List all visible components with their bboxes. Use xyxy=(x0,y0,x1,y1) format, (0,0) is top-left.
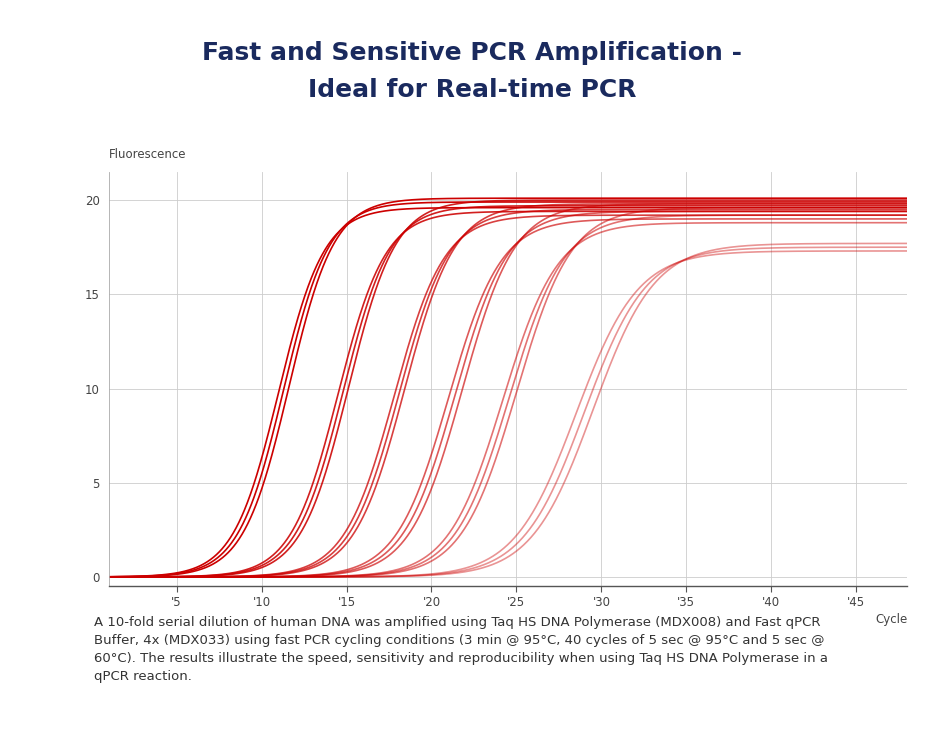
Text: Fast and Sensitive PCR Amplification -: Fast and Sensitive PCR Amplification - xyxy=(202,41,742,65)
Text: Fluorescence: Fluorescence xyxy=(109,149,186,161)
Text: Ideal for Real-time PCR: Ideal for Real-time PCR xyxy=(308,78,636,102)
Text: A 10-fold serial dilution of human DNA was amplified using Taq HS DNA Polymerase: A 10-fold serial dilution of human DNA w… xyxy=(94,616,828,684)
Text: Cycle: Cycle xyxy=(874,613,906,626)
